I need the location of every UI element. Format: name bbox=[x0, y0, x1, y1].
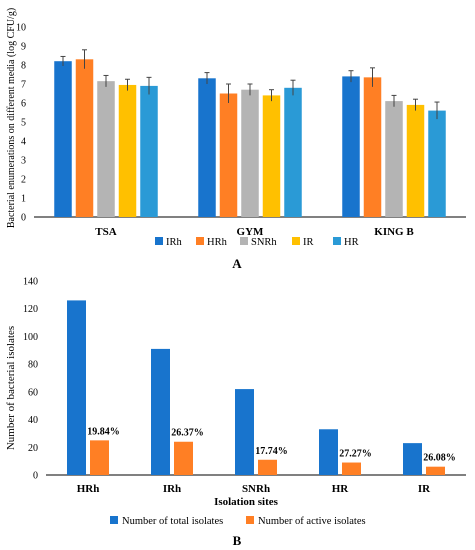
chart-a-legend-label: SNRh bbox=[251, 237, 277, 248]
chart-b-bar bbox=[90, 440, 109, 475]
chart-a-legend-swatch bbox=[155, 237, 163, 245]
chart-b-bar bbox=[258, 459, 277, 475]
chart-b-axes: 0 20 40 60 80 100 120 140 HRh IRh SNRh HR IR bbox=[23, 277, 466, 495]
chart-a-y-tick-label: 5 bbox=[21, 118, 26, 129]
chart-a-y-tick-label: 10 bbox=[16, 23, 26, 34]
chart-a-y-tick-label: 8 bbox=[21, 61, 26, 72]
chart-a-bar bbox=[219, 93, 238, 217]
chart-b-data-label: 27.27% bbox=[339, 449, 372, 460]
chart-a-legend-label: IR bbox=[303, 237, 314, 248]
chart-b-bar bbox=[235, 389, 254, 475]
chart-a-bar bbox=[342, 76, 360, 218]
chart-a-y-tick-label: 3 bbox=[21, 156, 26, 167]
chart-b-legend-label: Number of active isolates bbox=[258, 516, 366, 527]
chart-a-bar bbox=[385, 101, 403, 217]
chart-b: Number of bacterial isolates Isolation s… bbox=[5, 277, 466, 548]
chart-b-y-tick-label: 140 bbox=[23, 277, 38, 288]
chart-a-y-tick-label: 7 bbox=[21, 80, 26, 91]
chart-a-bar bbox=[140, 85, 158, 218]
chart-a-bar bbox=[54, 61, 72, 218]
chart-a: Bacterial enumerations on different medi… bbox=[6, 8, 466, 271]
chart-b-bar bbox=[67, 300, 86, 475]
chart-b-y-tick-label: 120 bbox=[23, 304, 38, 315]
chart-a-y-axis-label: Bacterial enumerations on different medi… bbox=[6, 8, 17, 228]
chart-b-bars: 19.84% 26.37% 17.74% 27.27% 26.08% bbox=[67, 300, 456, 475]
chart-a-panel-label: A bbox=[232, 256, 242, 271]
chart-a-y-tick-label: 4 bbox=[21, 137, 26, 148]
chart-a-legend-swatch bbox=[292, 237, 300, 245]
chart-a-legend: IRh HRh SNRh IR HR bbox=[155, 237, 359, 248]
chart-b-x-tick-label: IR bbox=[418, 483, 431, 495]
chart-b-bar bbox=[403, 443, 422, 475]
chart-a-legend-label: HRh bbox=[207, 237, 228, 248]
chart-a-y-tick-label: 9 bbox=[21, 42, 26, 53]
chart-b-y-axis-label: Number of bacterial isolates bbox=[5, 326, 17, 450]
chart-a-y-tick-label: 1 bbox=[21, 194, 26, 205]
chart-a-legend-label: HR bbox=[344, 237, 359, 248]
chart-b-bar bbox=[319, 429, 338, 475]
chart-b-y-tick-label: 60 bbox=[28, 387, 38, 398]
chart-a-legend-swatch bbox=[333, 237, 341, 245]
chart-a-bar bbox=[284, 87, 302, 217]
chart-b-bar bbox=[174, 441, 193, 475]
chart-b-bar bbox=[426, 466, 445, 475]
chart-a-bar bbox=[198, 78, 216, 217]
chart-b-data-label: 26.37% bbox=[171, 428, 204, 439]
chart-b-y-tick-label: 0 bbox=[33, 471, 38, 482]
chart-b-x-tick-label: SNRh bbox=[242, 483, 270, 495]
chart-a-x-tick-label: TSA bbox=[95, 226, 116, 238]
chart-a-bar bbox=[241, 89, 259, 217]
chart-b-legend: Number of total isolates Number of active… bbox=[110, 516, 366, 527]
chart-a-bar bbox=[262, 95, 281, 217]
chart-b-legend-swatch bbox=[110, 516, 118, 524]
chart-a-legend-label: IRh bbox=[166, 237, 183, 248]
chart-a-bar bbox=[428, 110, 446, 217]
chart-a-y-tick-label: 6 bbox=[21, 99, 26, 110]
chart-b-data-label: 19.84% bbox=[87, 426, 120, 437]
chart-b-x-tick-label: HRh bbox=[77, 483, 100, 495]
chart-a-bar bbox=[97, 81, 115, 218]
chart-b-data-label: 17.74% bbox=[255, 446, 288, 457]
chart-a-bar bbox=[363, 77, 382, 217]
chart-b-x-tick-label: IRh bbox=[163, 483, 181, 495]
chart-a-x-tick-label: KING B bbox=[374, 226, 414, 238]
chart-b-y-tick-label: 40 bbox=[28, 415, 38, 426]
chart-a-legend-swatch bbox=[196, 237, 204, 245]
chart-b-x-axis-label: Isolation sites bbox=[214, 496, 279, 508]
chart-a-x-tick-label: GYM bbox=[237, 226, 265, 238]
chart-b-y-tick-label: 100 bbox=[23, 332, 38, 343]
chart-b-legend-label: Number of total isolates bbox=[122, 516, 223, 527]
chart-b-bar bbox=[151, 348, 170, 475]
chart-a-bar bbox=[118, 84, 137, 217]
chart-b-panel-label: B bbox=[233, 533, 242, 548]
chart-b-legend-swatch bbox=[246, 516, 254, 524]
chart-b-x-tick-label: HR bbox=[332, 483, 350, 495]
chart-b-data-label: 26.08% bbox=[423, 453, 456, 464]
chart-b-bar bbox=[342, 462, 361, 475]
chart-a-legend-swatch bbox=[240, 237, 248, 245]
chart-a-y-tick-label: 0 bbox=[21, 213, 26, 224]
chart-a-bar bbox=[75, 59, 94, 217]
chart-b-y-tick-label: 20 bbox=[28, 443, 38, 454]
chart-b-y-tick-label: 80 bbox=[28, 360, 38, 371]
chart-a-bar bbox=[406, 104, 425, 217]
chart-a-bars bbox=[54, 49, 446, 218]
chart-a-y-tick-label: 2 bbox=[21, 175, 26, 186]
